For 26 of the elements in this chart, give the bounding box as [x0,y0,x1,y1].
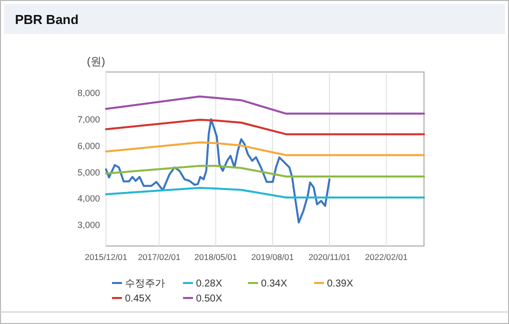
x-tick-label: 2015/12/01 [84,252,128,262]
line-series [105,141,425,156]
line-series [105,164,425,178]
y-tick-label: 5,000 [77,167,100,178]
y-tick-label: 4,000 [77,194,100,204]
legend-label: 수정주가 [125,278,165,290]
x-tick-label: 2017/02/01 [138,252,181,262]
x-tick-label: 2018/05/01 [194,252,238,262]
y-tick-label: 8,000 [77,88,100,98]
line-series [105,118,425,136]
y-axis-title: (원) [86,56,106,68]
chart-title: PBR Band [15,12,79,27]
x-tick-label: 2019/08/01 [251,252,294,262]
y-tick-label: 6,000 [77,140,100,151]
legend-label: 0.50X [196,294,222,304]
legend-label: 0.34X [261,278,288,290]
y-tick-label: 3,000 [77,220,100,230]
legend-label: 0.45X [125,294,152,304]
line-series [105,186,425,198]
y-tick-label: 7,000 [77,114,100,125]
x-tick-label: 2022/02/01 [365,252,408,262]
line-series [105,118,330,224]
legend-label: 0.28X [196,278,222,290]
x-tick-label: 2020/11/01 [308,252,351,262]
legend-label: 0.39X [327,278,354,290]
line-series [105,96,425,115]
